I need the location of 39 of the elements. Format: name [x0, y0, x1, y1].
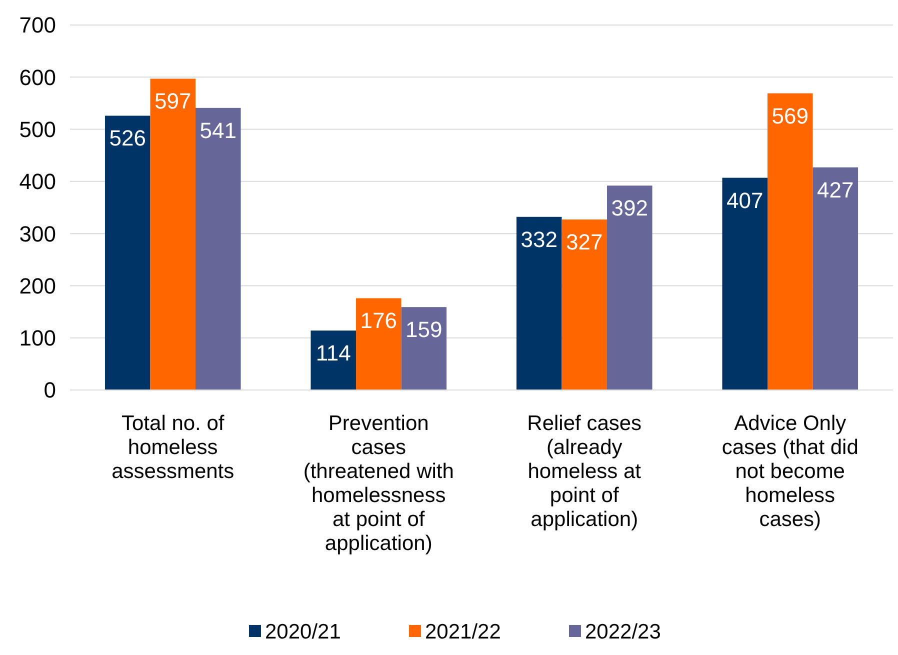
bar	[310, 330, 356, 390]
legend-label: 2022/23	[585, 620, 661, 644]
bar	[401, 307, 447, 390]
bar	[812, 167, 858, 390]
y-tick-label: 300	[19, 221, 56, 246]
y-tick-label: 100	[19, 326, 56, 351]
x-tick-label: Total no. of homeless assessments	[112, 412, 234, 483]
data-label: 392	[611, 196, 648, 221]
bar	[196, 108, 241, 390]
y-tick-label: 500	[19, 116, 56, 142]
legend-label: 2020/21	[265, 620, 341, 644]
y-tick-label: 200	[19, 273, 56, 298]
data-label: 327	[566, 229, 603, 254]
y-tick-label: 700	[19, 12, 56, 38]
data-label: 176	[360, 308, 397, 334]
bar	[150, 78, 196, 390]
data-label: 427	[817, 177, 854, 202]
data-label: 526	[109, 126, 146, 151]
x-tick-label: Prevention cases (threatened with homelessness at point of application)	[303, 412, 454, 555]
data-label: 569	[772, 103, 808, 128]
y-tick-label: 400	[19, 169, 56, 194]
bar	[722, 178, 768, 390]
data-label: 597	[154, 88, 192, 114]
x-tick-label: Relief cases (already homeless at point of application)	[527, 412, 642, 531]
bar	[356, 298, 402, 390]
y-tick-label: 600	[19, 64, 56, 90]
bar	[767, 93, 813, 390]
data-label: 407	[726, 188, 764, 213]
data-label: 159	[406, 317, 442, 342]
bar	[104, 116, 150, 390]
bar	[562, 219, 608, 390]
data-label: 114	[316, 340, 351, 366]
data-label: 332	[520, 226, 558, 252]
bar	[607, 186, 652, 390]
x-tick-label: Advice Only cases (that did not become homeless cases)	[722, 412, 858, 531]
data-label: 541	[200, 118, 236, 143]
y-tick-label: 0	[44, 378, 56, 403]
legend-label: 2021/22	[425, 620, 501, 644]
bar	[516, 216, 562, 390]
